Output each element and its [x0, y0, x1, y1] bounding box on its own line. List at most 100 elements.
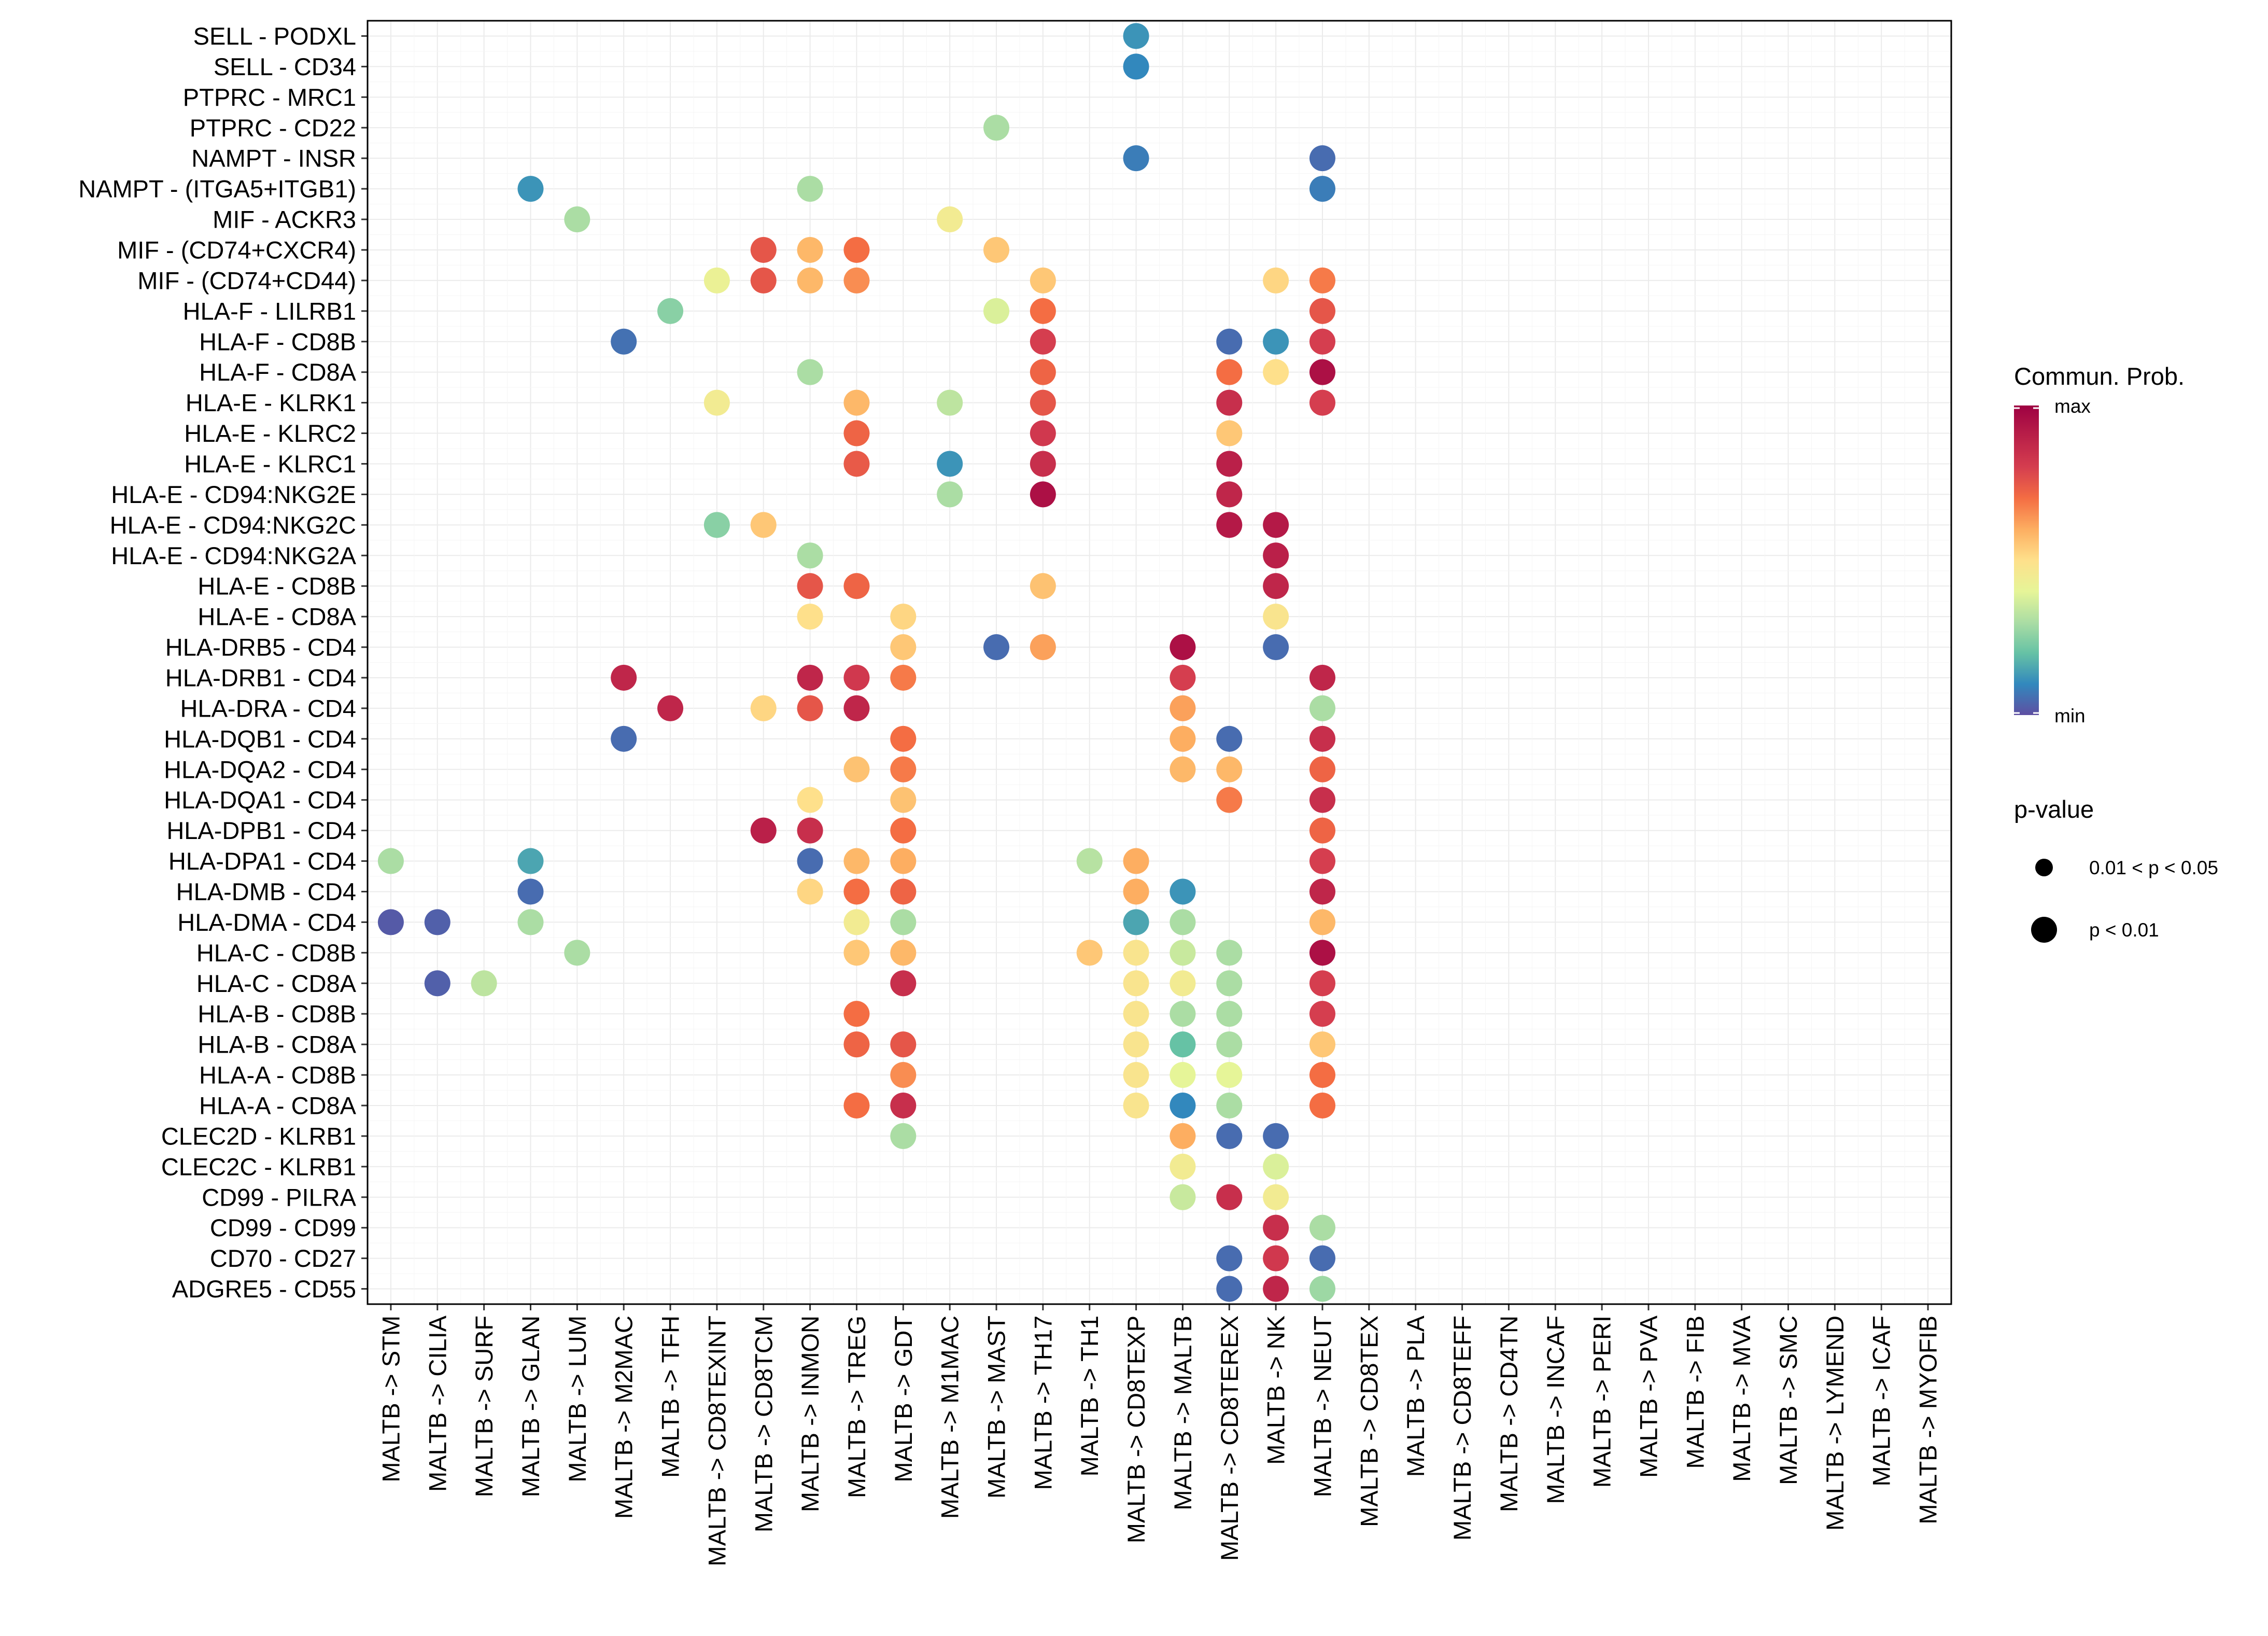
y-tick-label: HLA-DRA - CD4 — [180, 694, 356, 722]
data-point — [1309, 787, 1335, 813]
data-point — [797, 787, 823, 813]
data-point — [1309, 725, 1335, 752]
data-point — [1030, 481, 1056, 508]
x-tick-label: MALTB -> GLAN — [517, 1316, 544, 1497]
data-point — [843, 267, 870, 293]
data-point — [1216, 725, 1243, 752]
data-point — [377, 848, 404, 874]
data-point — [1216, 1062, 1243, 1088]
data-point — [1123, 1062, 1149, 1088]
data-point — [843, 389, 870, 416]
y-tick-label: HLA-C - CD8B — [196, 939, 356, 967]
x-tick-label: MALTB -> SURF — [470, 1316, 498, 1497]
data-point — [1123, 1001, 1149, 1027]
data-point — [843, 1001, 870, 1027]
x-tick-label: MALTB -> STM — [377, 1316, 404, 1483]
plot-border — [367, 20, 1952, 1305]
data-point — [843, 420, 870, 446]
x-tick-label: MALTB -> CD8TEFF — [1448, 1316, 1476, 1541]
data-point — [611, 725, 637, 752]
data-point — [1309, 359, 1335, 385]
data-point — [1030, 634, 1056, 661]
y-tick-label: MIF - (CD74+CD44) — [137, 267, 356, 294]
y-tick-label: HLA-DRB5 - CD4 — [165, 634, 356, 661]
data-point — [1216, 1184, 1243, 1210]
x-tick-label: MALTB -> MVA — [1728, 1315, 1755, 1481]
data-point — [1309, 1062, 1335, 1088]
data-point — [797, 604, 823, 630]
legend-size-label-small: 0.01 < p < 0.05 — [2089, 857, 2218, 878]
data-point — [1263, 1245, 1289, 1271]
data-point — [890, 634, 917, 661]
x-tick-label: MALTB -> TH17 — [1029, 1316, 1056, 1490]
data-point — [937, 389, 963, 416]
y-tick-label: HLA-E - KLRC1 — [184, 450, 356, 478]
data-point — [750, 695, 777, 721]
x-tick-label: MALTB -> M1MAC — [936, 1316, 964, 1519]
y-tick-label: MIF - ACKR3 — [213, 206, 356, 233]
x-axis-labels: MALTB -> STM MALTB -> CILIA MALTB -> SURF M… — [377, 1315, 1941, 1566]
data-point — [890, 940, 917, 966]
y-tick-label: CLEC2C - KLRB1 — [161, 1153, 356, 1180]
y-tick-label: HLA-DQB1 - CD4 — [164, 725, 356, 752]
data-point — [983, 115, 1010, 141]
data-point — [1123, 878, 1149, 905]
data-point — [1216, 787, 1243, 813]
legend: Commun. Prob. max min p-value 0.01 < p <… — [2014, 362, 2218, 943]
axis-ticks — [361, 35, 1929, 1310]
grid-lines — [367, 20, 1951, 1304]
y-tick-label: MIF - (CD74+CXCR4) — [117, 236, 356, 263]
y-tick-label: NAMPT - INSR — [191, 145, 356, 172]
data-point — [983, 298, 1010, 324]
x-tick-label: MALTB -> PLA — [1402, 1315, 1429, 1477]
data-point — [517, 878, 544, 905]
data-point — [1263, 328, 1289, 355]
x-tick-label: MALTB -> NEUT — [1308, 1316, 1336, 1497]
y-tick-label: HLA-F - LILRB1 — [183, 297, 356, 325]
data-point — [1030, 328, 1056, 355]
data-point — [843, 848, 870, 874]
data-point — [1170, 664, 1196, 691]
data-point — [703, 512, 730, 538]
data-point — [1216, 389, 1243, 416]
data-point — [1030, 267, 1056, 293]
data-point — [890, 909, 917, 935]
data-point — [1170, 1031, 1196, 1058]
data-point — [1216, 1245, 1243, 1271]
data-point — [1170, 1062, 1196, 1088]
data-point — [1263, 1214, 1289, 1241]
data-point — [843, 756, 870, 782]
data-point — [1123, 909, 1149, 935]
y-tick-label: CD99 - CD99 — [210, 1214, 356, 1241]
data-point — [657, 298, 684, 324]
x-tick-label: MALTB -> LYMEND — [1821, 1316, 1849, 1531]
legend-size-label-large: p < 0.01 — [2089, 919, 2159, 941]
data-point — [1123, 970, 1149, 997]
y-tick-label: NAMPT - (ITGA5+ITGB1) — [78, 175, 356, 203]
data-point — [797, 695, 823, 721]
x-tick-label: MALTB -> CD8TEXP — [1122, 1316, 1150, 1543]
data-point — [843, 573, 870, 599]
data-point — [1309, 298, 1335, 324]
y-tick-label: HLA-DMA - CD4 — [177, 908, 356, 936]
data-point — [797, 176, 823, 202]
y-tick-label: HLA-E - KLRK1 — [186, 389, 356, 416]
data-point — [1309, 1245, 1335, 1271]
data-point — [703, 389, 730, 416]
x-tick-label: MALTB -> CD8TEREX — [1216, 1316, 1243, 1561]
data-point — [1309, 878, 1335, 905]
data-point — [890, 848, 917, 874]
data-point — [1170, 1123, 1196, 1149]
data-point — [1170, 725, 1196, 752]
y-tick-label: HLA-E - CD8B — [198, 572, 356, 600]
data-point — [1263, 1153, 1289, 1180]
data-point — [1309, 1031, 1335, 1058]
data-point — [1170, 1092, 1196, 1118]
y-tick-label: HLA-DRB1 - CD4 — [165, 664, 356, 691]
data-point — [471, 970, 497, 997]
data-point — [890, 970, 917, 997]
data-point — [937, 481, 963, 508]
data-point — [890, 1092, 917, 1118]
data-point — [937, 206, 963, 233]
